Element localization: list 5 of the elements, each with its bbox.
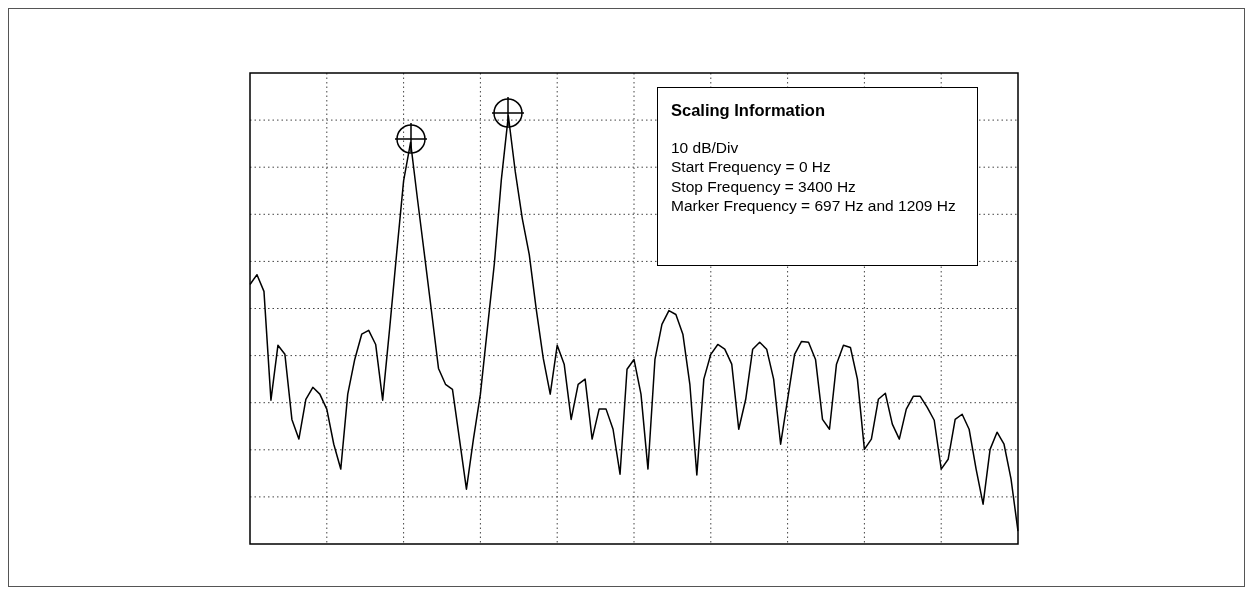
annotation: Scaling Information — [671, 101, 826, 121]
annotation: Marker Frequency = 697 Hz and 1209 Hz — [671, 196, 957, 216]
annotation: Start Frequency = 0 Hz — [671, 157, 832, 177]
annotation: 10 dB/Div — [671, 137, 740, 157]
annotation: Stop Frequency = 3400 Hz — [671, 176, 857, 196]
